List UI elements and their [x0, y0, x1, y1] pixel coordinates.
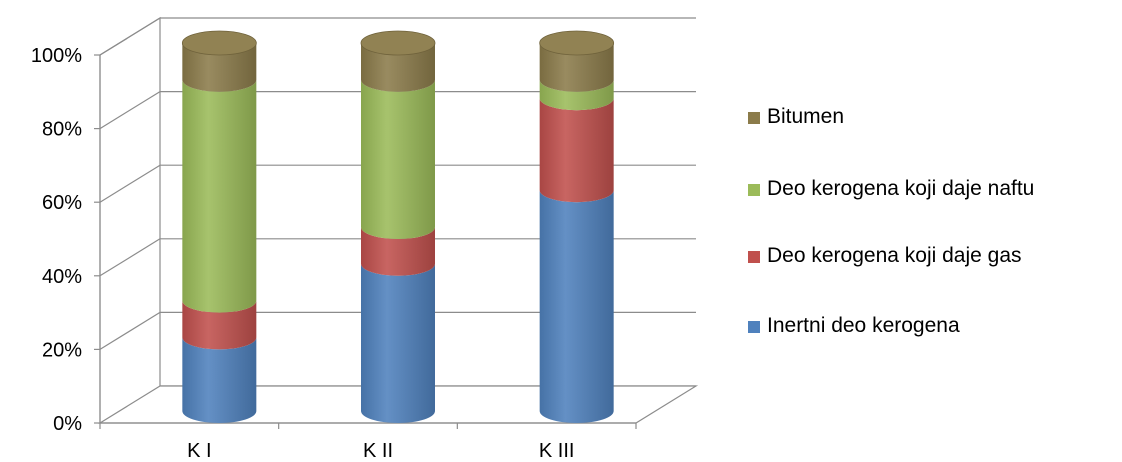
gridline-side — [99, 164, 161, 203]
bar-segment — [539, 79, 614, 111]
legend-label: Deo kerogena koji daje gas — [767, 244, 1022, 267]
cylinder-bars — [181, 30, 615, 423]
x-tick-label: K I — [187, 440, 211, 462]
legend-item: Deo kerogena koji daje gas — [748, 244, 1107, 268]
bar-segment — [539, 190, 614, 423]
gridline-side — [99, 17, 161, 56]
bar-segment — [182, 43, 257, 92]
legend-swatch — [748, 112, 760, 124]
y-tick-label: 60% — [42, 192, 82, 214]
y-tick-label: 40% — [42, 266, 82, 288]
bar-top-cap — [539, 30, 615, 56]
bar-segment — [182, 79, 257, 313]
legend-swatch — [748, 321, 760, 333]
y-tick-label: 0% — [53, 413, 82, 435]
cylinder-0 — [181, 30, 257, 423]
legend-item: Bitumen — [748, 105, 1107, 129]
y-tick-label: 80% — [42, 119, 82, 141]
gridline-side — [99, 311, 161, 350]
bar-segment — [361, 43, 435, 92]
y-tick-label: 20% — [42, 339, 82, 361]
legend: Bitumen Deo kerogena koji daje naftu Deo k… — [748, 0, 1118, 462]
legend-swatch — [748, 184, 760, 196]
cylinder-1 — [360, 30, 436, 423]
legend-label: Inertni deo kerogena — [767, 314, 960, 337]
x-axis-tick-labels: K I K II K III — [187, 440, 574, 462]
legend-item: Inertni deo kerogena — [748, 314, 1107, 338]
y-tick-label: 100% — [31, 45, 82, 67]
x-tick-label: K III — [539, 440, 575, 462]
bar-top-cap — [181, 30, 257, 56]
legend-item: Deo kerogena koji daje naftu — [748, 177, 1107, 201]
legend-swatch — [748, 251, 760, 263]
bar-segment — [539, 98, 614, 203]
bar-segment — [539, 43, 614, 92]
bar-segment — [182, 337, 257, 423]
bar-segment — [361, 79, 435, 239]
cylinder-2 — [539, 30, 615, 423]
bar-top-cap — [360, 30, 436, 56]
y-axis-tick-labels: 0% 20% 40% 60% 80% 100% — [31, 45, 82, 435]
gridline-side — [99, 91, 161, 130]
bar-segment — [182, 300, 257, 350]
legend-label: Deo kerogena koji daje naftu — [767, 177, 1035, 200]
gridline-side — [99, 238, 161, 277]
legend-label: Bitumen — [767, 105, 845, 128]
bar-segment — [361, 263, 435, 423]
bar-segment — [361, 227, 435, 276]
axes — [94, 54, 637, 429]
x-tick-label: K II — [363, 440, 393, 462]
